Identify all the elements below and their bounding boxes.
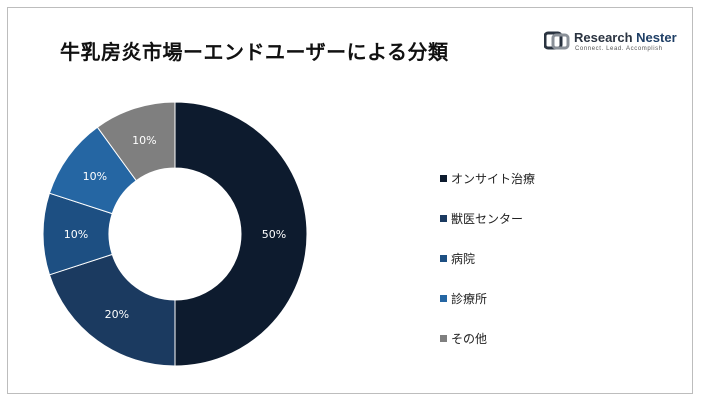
legend-label: オンサイト治療: [451, 172, 536, 186]
chart-title: 牛乳房炎市場ーエンドユーザーによる分類: [60, 40, 449, 64]
legend-swatch: [440, 255, 447, 262]
logo-icon: [544, 31, 570, 50]
research-nester-logo: Research Nester Connect. Lead. Accomplis…: [540, 27, 690, 57]
legend-swatch: [440, 175, 447, 182]
logo-tagline: Connect. Lead. Accomplish: [575, 46, 663, 52]
legend-swatch: [440, 215, 447, 222]
data-label-4: 10%: [83, 170, 107, 183]
logo-name: Research Nester: [574, 30, 677, 45]
legend-swatch: [440, 295, 447, 302]
data-label-2: 20%: [105, 308, 129, 321]
legend-label: 診療所: [451, 292, 488, 306]
donut-slice-2: [48, 253, 176, 367]
legend-label: 病院: [451, 252, 476, 266]
legend-label: 獣医センター: [451, 212, 524, 226]
donut-slice-1: [174, 101, 308, 367]
donut-slice-5: [96, 101, 176, 182]
data-label-3: 10%: [64, 228, 88, 241]
legend-label: その他: [451, 332, 488, 346]
legend-swatch: [440, 335, 447, 342]
data-label-1: 50%: [262, 228, 286, 241]
data-label-5: 10%: [132, 134, 156, 147]
